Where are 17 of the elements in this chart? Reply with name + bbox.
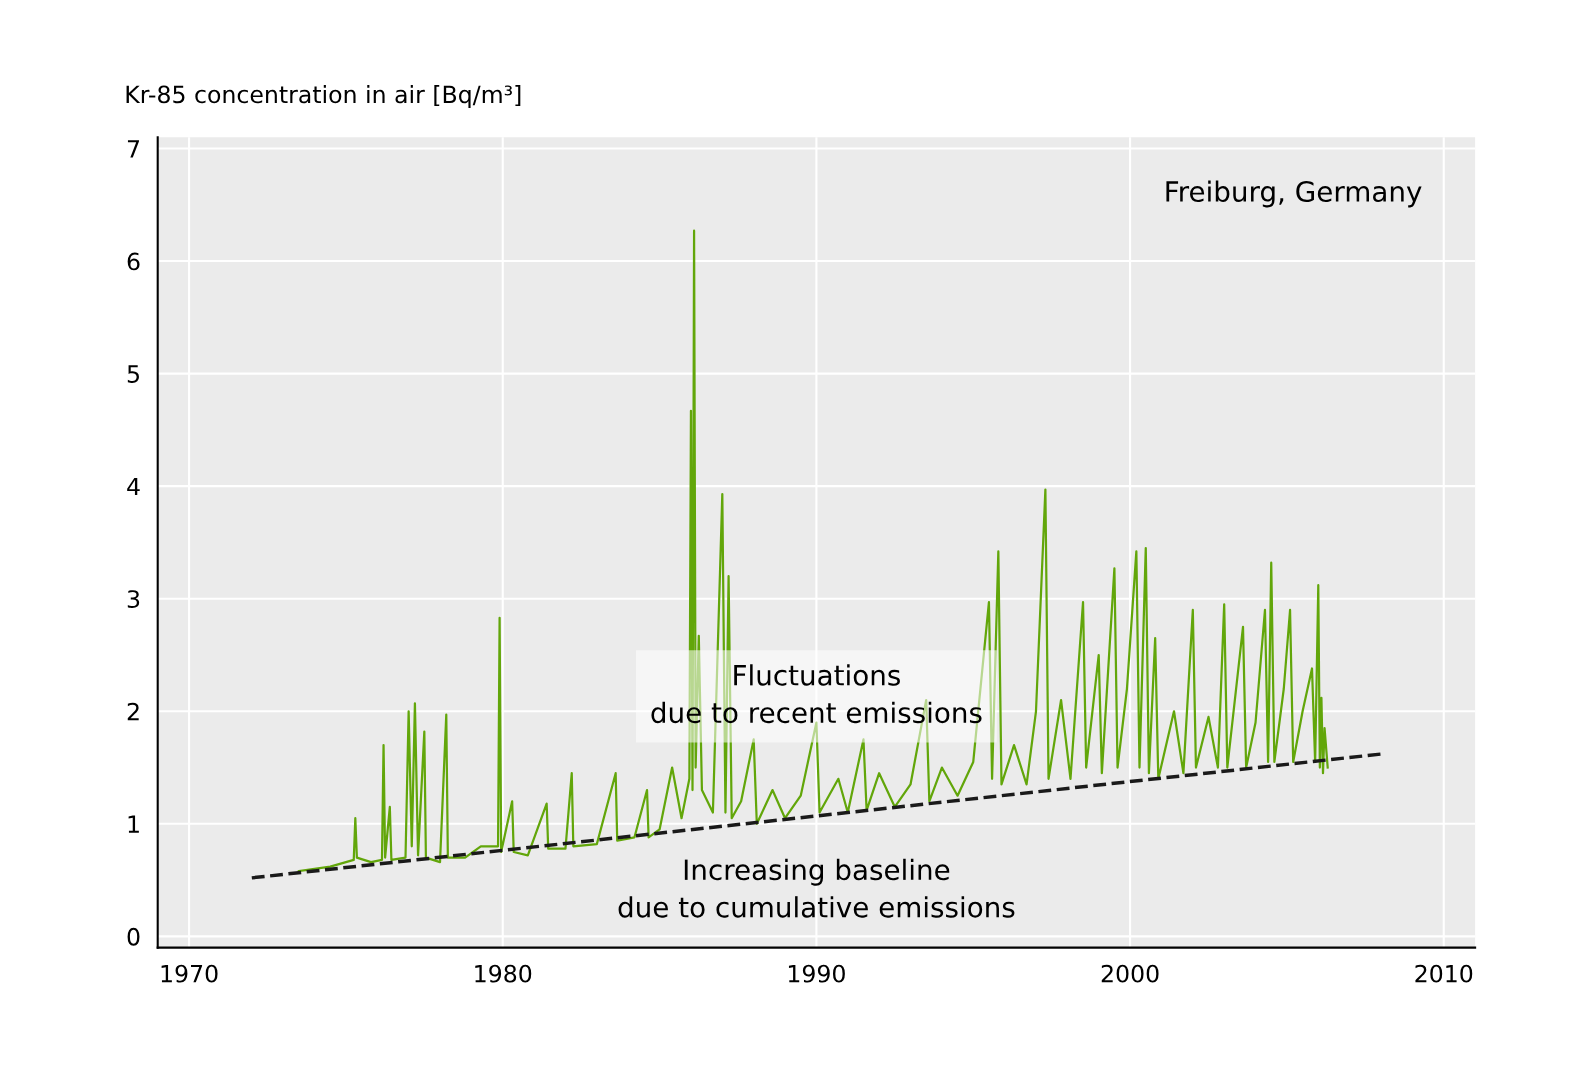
y-tick-label: 5 bbox=[127, 365, 139, 383]
x-tick-label: 1990 bbox=[788, 964, 845, 983]
y-tick-label: 6 bbox=[127, 252, 140, 271]
x-tick-label: 1980 bbox=[475, 964, 532, 983]
y-tick-label: 7 bbox=[127, 140, 140, 158]
x-tick-label: 2010 bbox=[1415, 964, 1473, 983]
annotation: Freiburg, Germany bbox=[1166, 180, 1422, 208]
y-tick-label: 1 bbox=[128, 815, 139, 833]
y-axis-title: Kr-85 concentration in air [Bq/m³] bbox=[126, 85, 521, 108]
y-tick-label: 4 bbox=[127, 477, 140, 496]
annotation: Increasing baseline due to cumulative emissions bbox=[618, 858, 1015, 918]
y-tick-label: 3 bbox=[127, 590, 140, 609]
y-tick-label: 2 bbox=[127, 702, 139, 721]
annotation: Fluctuations due to recent emissions bbox=[651, 664, 982, 724]
x-tick-label: 1970 bbox=[161, 964, 218, 983]
x-tick-label: 2000 bbox=[1101, 964, 1159, 983]
y-tick-label: 0 bbox=[127, 927, 140, 946]
